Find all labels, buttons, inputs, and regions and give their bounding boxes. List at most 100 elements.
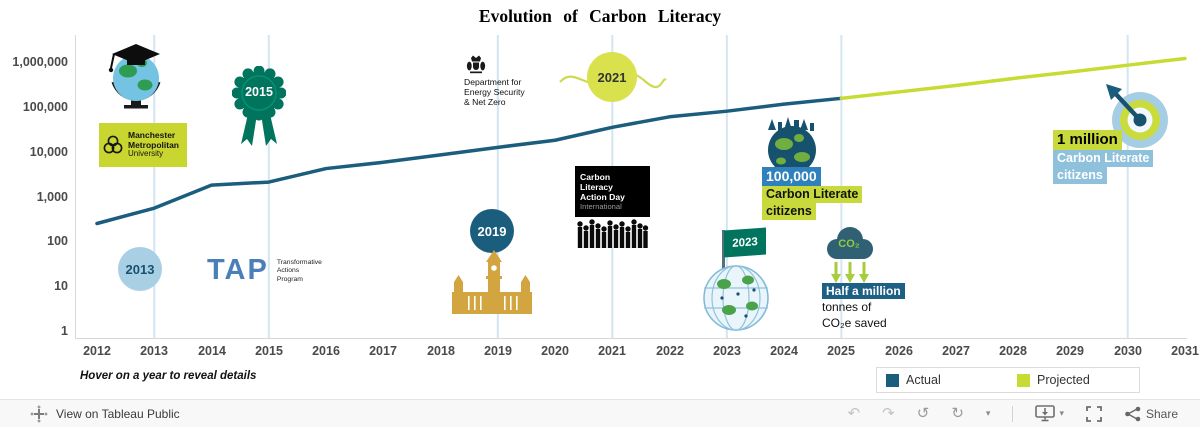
x-tick-2029[interactable]: 2029 — [1056, 344, 1084, 358]
y-tick: 100 — [47, 234, 68, 248]
x-tick-2013[interactable]: 2013 — [140, 344, 168, 358]
milestone-1m-text: 1 million Carbon Literate citizens — [1053, 130, 1154, 184]
replay-icon[interactable]: ↺ — [916, 405, 930, 422]
mmu-clover-icon — [103, 135, 123, 154]
y-tick: 10 — [54, 279, 68, 293]
legend-item-projected[interactable]: Projected — [1008, 373, 1139, 387]
hover-hint: Hover on a year to reveal details — [80, 370, 257, 382]
year-badge-2019: 2019 — [470, 209, 514, 253]
projected-swatch — [1017, 373, 1030, 387]
globe-2023-icon — [702, 264, 770, 332]
desnz-line1: Department for — [464, 77, 522, 87]
x-tick-2015[interactable]: 2015 — [255, 344, 283, 358]
tap-line3: Program — [276, 275, 303, 283]
y-tick: 1 — [61, 324, 68, 338]
x-tick-2017[interactable]: 2017 — [369, 344, 397, 358]
milestone-1m-line2: Carbon Literate — [1053, 149, 1154, 167]
share-icon — [1125, 406, 1141, 421]
co2-saved-line2: tonnes of — [822, 300, 872, 315]
year-badge-2013: 2013 — [118, 247, 162, 291]
fullscreen-button[interactable] — [1086, 405, 1102, 422]
tap-line1: Transformative — [276, 259, 322, 266]
green-globe-100k-icon — [760, 114, 824, 174]
down-arrows-icon — [828, 262, 872, 286]
parliament-icon — [452, 250, 532, 316]
milestone-100k-line3: citizens — [762, 202, 816, 220]
rosette-2015-icon — [232, 66, 286, 150]
x-tick-2026[interactable]: 2026 — [885, 344, 913, 358]
milestone-1m-line3: citizens — [1053, 166, 1107, 184]
desnz-logo: Department for Energy Security & Net Zer… — [464, 55, 525, 107]
x-tick-2027[interactable]: 2027 — [942, 344, 970, 358]
x-tick-2023[interactable]: 2023 — [713, 344, 741, 358]
flag-pole-icon — [722, 230, 725, 282]
x-tick-2025[interactable]: 2025 — [827, 344, 855, 358]
tableau-logo-icon — [30, 405, 48, 422]
royal-crest-icon — [466, 55, 486, 74]
x-tick-2021[interactable]: 2021 — [598, 344, 626, 358]
desnz-line2: Energy Security — [464, 86, 525, 97]
page-title: Evolution of Carbon Literacy — [478, 6, 722, 26]
tap-logo: TAP Transformative Actions Program — [207, 256, 322, 285]
co2-saved-line1: Half a million — [822, 283, 905, 300]
series-line-actual[interactable] — [95, 96, 844, 226]
x-tick-2024[interactable]: 2024 — [770, 344, 798, 358]
share-label: Share — [1145, 406, 1178, 421]
undo-icon[interactable]: ↶ — [847, 405, 861, 422]
x-tick-2022[interactable]: 2022 — [656, 344, 684, 358]
milestone-100k-value: 100,000 — [762, 167, 821, 186]
x-tick-2016[interactable]: 2016 — [312, 344, 340, 358]
y-axis-line — [75, 35, 76, 338]
tap-abbr: TAP — [207, 254, 269, 286]
x-tick-2028[interactable]: 2028 — [999, 344, 1027, 358]
tableau-toolbar: View on Tableau Public ↶ ↷ ↺ ↻ ▾ ▾ — [0, 399, 1200, 427]
milestone-100k-text: 100,000 Carbon Literate citizens — [762, 167, 863, 220]
milestone-100k-line2: Carbon Literate — [762, 185, 863, 203]
clad-line1: Carbon Literacy — [580, 172, 613, 193]
x-tick-2031[interactable]: 2031 — [1171, 344, 1199, 358]
legend: Actual Projected — [876, 367, 1140, 393]
legend-label-actual: Actual — [906, 373, 941, 387]
year-badge-2023: 2023 — [724, 227, 766, 258]
clad-logo: Carbon Literacy Action Day International — [575, 166, 650, 217]
target-dart-icon — [1106, 84, 1174, 152]
download-button[interactable]: ▾ — [1035, 405, 1064, 422]
y-tick: 10,000 — [29, 145, 68, 159]
y-tick: 1,000 — [36, 190, 68, 204]
year-badge-2021: 2021 — [587, 52, 637, 102]
toolbar-separator — [1012, 405, 1014, 422]
mmu-line3: University — [128, 149, 164, 159]
actual-swatch — [886, 373, 899, 387]
view-on-tableau-link[interactable]: View on Tableau Public — [56, 406, 180, 421]
x-tick-2012[interactable]: 2012 — [83, 344, 111, 358]
clad-line2: Action Day — [580, 192, 625, 203]
x-tick-2018[interactable]: 2018 — [427, 344, 455, 358]
desnz-line3: & Net Zero — [464, 96, 506, 107]
redo-icon[interactable]: ↷ — [882, 405, 895, 422]
device-download-icon — [1035, 405, 1056, 422]
co2-cloud-label: CO₂ — [838, 238, 860, 250]
tap-line2: Actions — [276, 267, 300, 275]
x-axis-line — [75, 338, 1187, 339]
co2-saved-line3: CO₂e saved — [822, 315, 887, 330]
clad-line3: International — [580, 202, 622, 212]
milestone-1m-value: 1 million — [1053, 130, 1122, 150]
x-tick-2014[interactable]: 2014 — [198, 344, 226, 358]
legend-label-projected: Projected — [1037, 373, 1090, 387]
share-button[interactable]: Share — [1124, 406, 1178, 422]
refresh-icon[interactable]: ↻ — [951, 405, 964, 422]
chevron-down-icon: ▾ — [1059, 408, 1064, 418]
x-tick-2020[interactable]: 2020 — [541, 344, 569, 358]
chevron-down-icon[interactable]: ▾ — [985, 408, 991, 418]
fullscreen-icon — [1086, 405, 1102, 422]
legend-item-actual[interactable]: Actual — [877, 373, 1008, 387]
mmu-logo: Manchester Metropolitan University — [99, 123, 187, 167]
x-tick-2030[interactable]: 2030 — [1114, 344, 1142, 358]
co2-saved-text: Half a million tonnes of CO₂e saved — [822, 283, 905, 330]
y-tick: 100,000 — [22, 100, 68, 114]
graduation-globe-icon — [100, 38, 172, 112]
crowd-silhouette-icon — [575, 217, 650, 248]
x-tick-2019[interactable]: 2019 — [484, 344, 512, 358]
y-tick: 1,000,000 — [12, 55, 68, 69]
